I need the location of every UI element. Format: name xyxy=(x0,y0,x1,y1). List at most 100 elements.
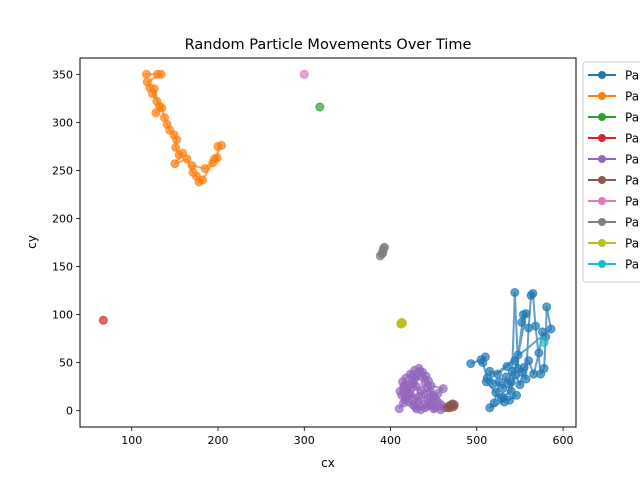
data-point xyxy=(408,370,418,380)
y-tick-label: 0 xyxy=(66,405,73,418)
legend-marker xyxy=(598,92,606,100)
data-point xyxy=(534,348,544,358)
x-tick-label: 500 xyxy=(466,434,487,447)
data-point xyxy=(315,102,325,112)
legend-label: Pa xyxy=(625,237,639,251)
legend-item: Pa xyxy=(588,153,639,167)
legend-label: Pa xyxy=(625,69,639,83)
data-point xyxy=(426,381,436,391)
plot-area xyxy=(98,69,556,415)
y-tick-label: 350 xyxy=(52,68,73,81)
legend-item: Pa xyxy=(588,195,639,209)
data-point xyxy=(521,309,531,319)
series-3 xyxy=(98,315,108,325)
data-point xyxy=(478,358,488,368)
legend-item: Pa xyxy=(588,69,639,83)
data-point xyxy=(299,69,309,79)
data-point xyxy=(506,377,516,387)
x-tick-label: 600 xyxy=(553,434,574,447)
data-point xyxy=(515,380,525,390)
data-point xyxy=(98,315,108,325)
data-point xyxy=(521,374,531,384)
data-point xyxy=(414,391,424,401)
data-point xyxy=(447,401,457,411)
data-point xyxy=(156,69,166,79)
data-point xyxy=(546,324,556,334)
data-point xyxy=(149,84,159,94)
series-9 xyxy=(539,337,549,347)
y-axis-ticks: 0 50 100 150 200 250 300 350 xyxy=(52,68,80,418)
data-point xyxy=(491,387,501,397)
legend-label: Pa xyxy=(625,132,639,146)
series-2 xyxy=(315,102,325,112)
y-tick-label: 100 xyxy=(52,309,73,322)
data-point xyxy=(378,248,388,258)
legend-label: Pa xyxy=(625,90,639,104)
data-point xyxy=(539,363,549,373)
data-point xyxy=(542,302,552,312)
legend-label: Pa xyxy=(625,153,639,167)
legend-item: Pa xyxy=(588,90,639,104)
data-point xyxy=(493,369,502,379)
y-tick-label: 250 xyxy=(52,164,73,177)
x-tick-label: 300 xyxy=(294,434,315,447)
x-axis-label: cx xyxy=(321,456,335,470)
legend-marker xyxy=(598,218,606,226)
legend-marker xyxy=(598,176,606,184)
data-point xyxy=(513,350,523,360)
legend-marker xyxy=(598,71,606,79)
y-tick-label: 300 xyxy=(52,116,73,129)
legend-marker xyxy=(598,197,606,205)
y-tick-label: 200 xyxy=(52,212,73,225)
data-point xyxy=(517,317,527,327)
data-point xyxy=(171,142,181,152)
legend-item: Pa xyxy=(588,174,639,188)
series-8 xyxy=(396,317,408,329)
legend-marker xyxy=(598,155,606,163)
data-point xyxy=(210,154,220,164)
data-point xyxy=(182,154,192,164)
data-point xyxy=(411,402,421,412)
data-point xyxy=(529,369,539,379)
data-point xyxy=(170,159,180,169)
data-point xyxy=(217,140,226,150)
legend-label: Pa xyxy=(625,195,639,209)
legend-label: Pa xyxy=(625,174,639,188)
legend-marker xyxy=(598,239,606,247)
data-point xyxy=(485,366,495,376)
axes-frame xyxy=(79,57,577,428)
y-axis-label: cy xyxy=(25,235,39,249)
data-point xyxy=(528,288,538,298)
legend-item: Pa xyxy=(588,258,639,272)
y-tick-label: 50 xyxy=(59,357,73,370)
data-point xyxy=(512,390,521,400)
series-1 xyxy=(141,69,226,187)
data-point xyxy=(151,108,161,118)
x-tick-label: 200 xyxy=(208,434,229,447)
data-point xyxy=(466,359,476,369)
series-7 xyxy=(375,242,389,261)
y-tick-label: 150 xyxy=(52,261,73,274)
data-point xyxy=(187,161,197,171)
data-point xyxy=(141,69,151,79)
data-point xyxy=(531,321,540,331)
legend-item: Pa xyxy=(588,216,639,230)
data-point xyxy=(198,175,207,185)
data-point xyxy=(524,356,534,366)
data-point xyxy=(489,398,499,408)
legend: Pa Pa Pa Pa Pa Pa Pa Pa Pa Pa xyxy=(582,61,640,283)
data-point xyxy=(499,397,509,407)
data-point xyxy=(481,377,491,387)
legend-marker xyxy=(598,134,606,142)
series-0 xyxy=(466,288,556,413)
legend-marker xyxy=(598,113,606,121)
x-axis-ticks: 100 200 300 400 500 600 xyxy=(121,427,574,447)
x-tick-label: 100 xyxy=(121,434,142,447)
data-point xyxy=(511,370,521,380)
data-point xyxy=(430,403,440,413)
x-tick-label: 400 xyxy=(380,434,401,447)
chart-title: Random Particle Movements Over Time xyxy=(185,37,472,53)
legend-marker xyxy=(598,260,606,268)
legend-label: Pa xyxy=(625,216,639,230)
legend-item: Pa xyxy=(588,132,639,146)
